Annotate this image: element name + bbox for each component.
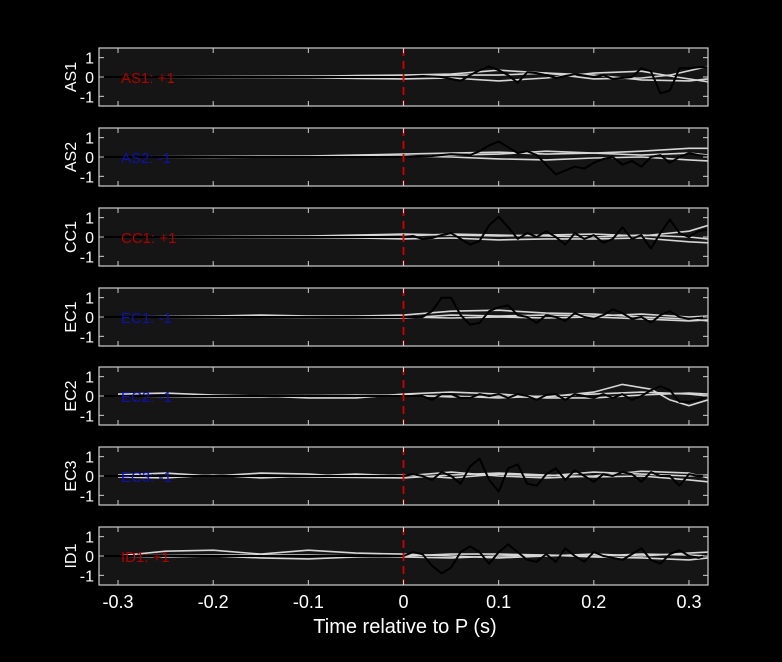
black-trace — [99, 296, 708, 326]
polarity-label: EC1: -1 — [121, 310, 172, 327]
x-tick-label: -0.3 — [103, 592, 134, 612]
y-tick-label: 0 — [85, 310, 94, 327]
y-tick-label: -1 — [80, 169, 94, 186]
polarity-label: CC1: +1 — [121, 230, 176, 247]
plot-area — [99, 447, 708, 505]
panel-ylabel: EC1 — [63, 301, 80, 332]
plot-area — [99, 527, 708, 585]
black-trace — [99, 385, 708, 403]
y-tick-label: -1 — [80, 249, 94, 266]
x-tick-label: -0.2 — [198, 592, 229, 612]
polarity-label: AS1: +1 — [121, 70, 175, 87]
plot-area — [99, 48, 708, 106]
y-tick-label: 0 — [85, 230, 94, 247]
plot-area — [99, 128, 708, 186]
panel-ylabel: EC2 — [63, 380, 80, 411]
polarity-label: EC3: -1 — [121, 469, 172, 486]
y-tick-label: 1 — [85, 530, 94, 547]
polarity-label: ID1: +1 — [121, 549, 170, 566]
x-tick-label: 0.1 — [486, 592, 511, 612]
y-tick-label: -1 — [80, 89, 94, 106]
x-tick-label: 0.2 — [581, 592, 606, 612]
x-axis: -0.3 -0.2 -0.1 0 0.1 0.2 0.3 — [103, 592, 702, 612]
panel-ylabel: AS1 — [63, 62, 80, 92]
plot-area — [99, 288, 708, 346]
y-tick-label: 1 — [85, 211, 94, 228]
y-tick-label: 1 — [85, 51, 94, 68]
y-tick-label: 0 — [85, 549, 94, 566]
y-tick-label: 1 — [85, 370, 94, 387]
polarity-label: AS2: -1 — [121, 150, 171, 167]
x-axis-label: Time relative to P (s) — [313, 616, 496, 638]
x-tick-label: 0 — [398, 592, 408, 612]
y-tick-label: 0 — [85, 469, 94, 486]
panel-ylabel: ID1 — [63, 543, 80, 568]
black-trace — [99, 457, 708, 493]
polarity-label: EC2: -1 — [121, 389, 172, 406]
y-tick-label: 0 — [85, 70, 94, 87]
panel-ylabel: EC3 — [63, 460, 80, 491]
plot-area — [99, 208, 708, 266]
y-tick-label: -1 — [80, 408, 94, 425]
y-tick-label: -1 — [80, 568, 94, 585]
y-tick-label: 1 — [85, 450, 94, 467]
y-tick-label: 0 — [85, 150, 94, 167]
black-trace — [99, 65, 708, 95]
y-tick-label: -1 — [80, 329, 94, 346]
panel-ylabel: CC1 — [63, 221, 80, 253]
y-tick-label: 1 — [85, 291, 94, 308]
x-tick-label: 0.3 — [676, 592, 701, 612]
y-tick-label: -1 — [80, 488, 94, 505]
y-tick-label: 1 — [85, 131, 94, 148]
panel-ylabel: AS2 — [63, 142, 80, 172]
x-tick-label: -0.1 — [293, 592, 324, 612]
plot-area — [99, 367, 708, 425]
black-trace — [99, 215, 708, 250]
y-tick-label: 0 — [85, 389, 94, 406]
black-trace — [99, 140, 708, 176]
black-trace — [99, 543, 708, 575]
